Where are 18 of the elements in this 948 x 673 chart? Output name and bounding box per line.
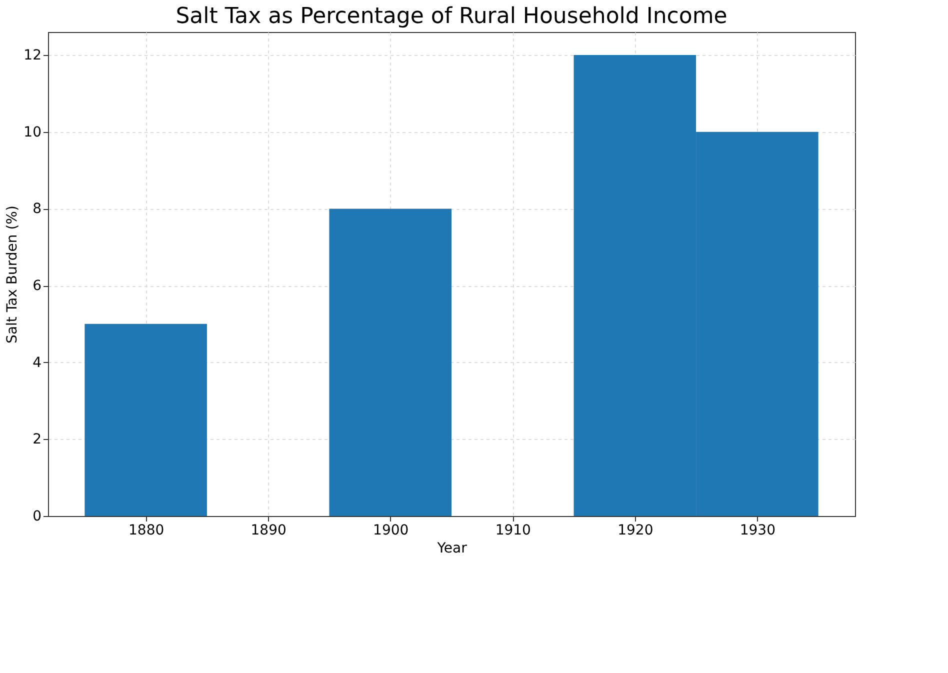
y-tick-label: 10 — [24, 124, 42, 140]
y-axis-title: Salt Tax Burden (%) — [4, 206, 21, 344]
y-tick-label: 4 — [32, 354, 42, 371]
y-tick-label: 8 — [32, 201, 42, 218]
bar — [329, 208, 452, 516]
x-tick-label: 1930 — [740, 522, 776, 538]
x-tick-label: 1880 — [128, 522, 164, 538]
bar — [84, 324, 207, 516]
y-tick-label: 0 — [32, 508, 42, 524]
x-tick-label: 1920 — [618, 522, 654, 538]
y-tick-label: 6 — [32, 278, 42, 294]
x-tick-label: 1890 — [250, 522, 286, 538]
x-tick-label: 1910 — [495, 522, 531, 538]
y-tick-label: 12 — [24, 48, 42, 64]
chart-title: Salt Tax as Percentage of Rural Household Income — [176, 4, 728, 29]
x-tick-label: 1900 — [373, 522, 409, 538]
y-tick-label: 2 — [32, 432, 42, 448]
x-axis-title: Year — [436, 540, 468, 556]
